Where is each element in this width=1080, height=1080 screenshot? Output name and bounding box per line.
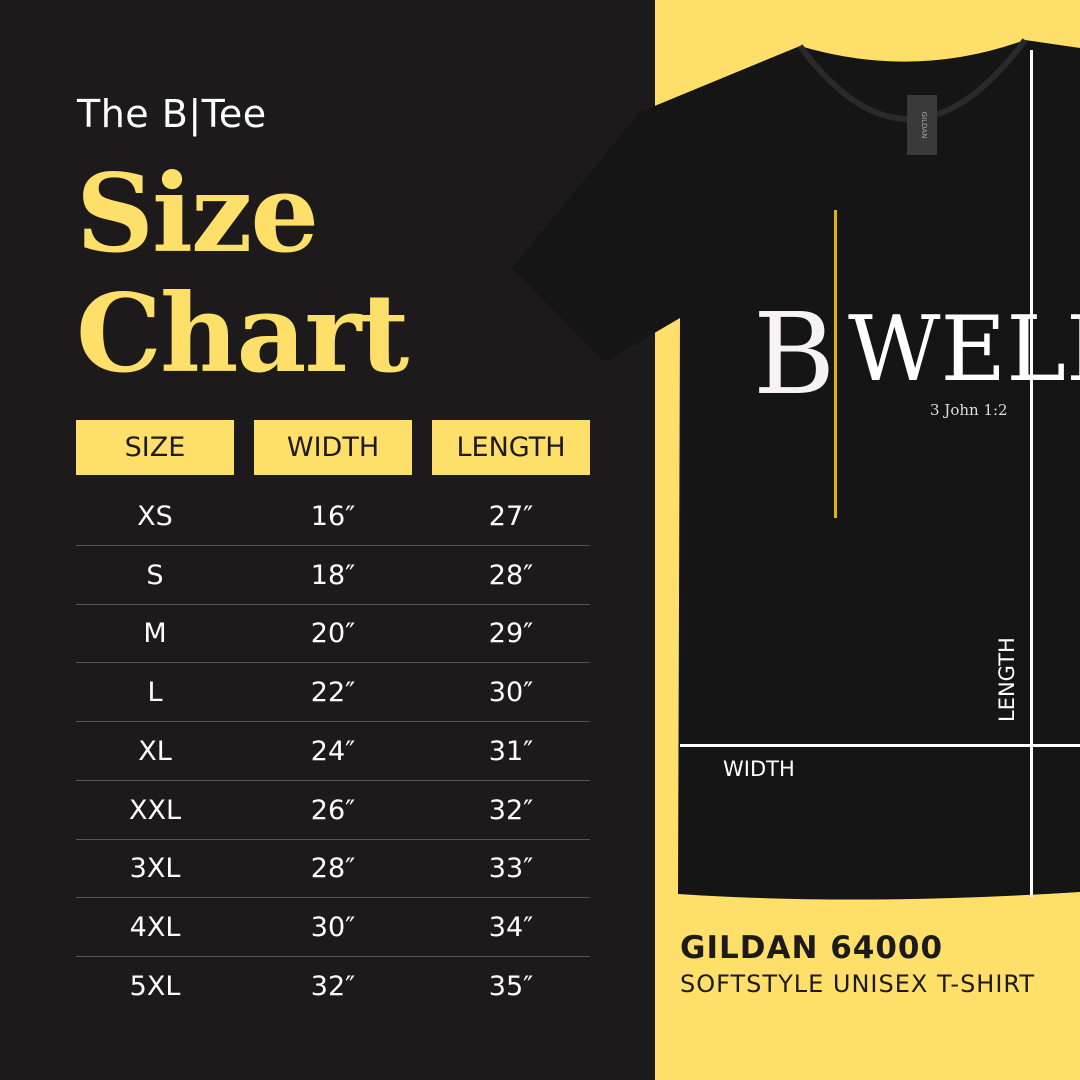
cell-length: 28″ [488, 559, 534, 591]
brand-name: The B|Tee [77, 92, 267, 136]
neck-tag-text: GILDAN [920, 112, 928, 139]
print-verse: 3 John 1:2 [930, 401, 1008, 419]
cell-length: 29″ [488, 618, 534, 650]
cell-length: 34″ [488, 911, 534, 943]
cell-length: 32″ [488, 794, 534, 826]
cell-width: 28″ [310, 853, 356, 885]
length-line [1030, 50, 1033, 897]
cell-width: 32″ [310, 971, 356, 1003]
cell-size: XS [137, 501, 173, 532]
table-row: XL 24″ 31″ [76, 723, 590, 781]
cell-size: XXL [128, 794, 182, 826]
table-row: XXL 26″ 32″ [76, 782, 590, 840]
cell-size: M [143, 618, 167, 650]
title-line-1: Size [76, 151, 319, 277]
product-description: SOFTSTYLE UNISEX T-SHIRT [680, 970, 1036, 998]
table-row: 4XL 30″ 34″ [76, 899, 590, 957]
title-line-2: Chart [76, 271, 409, 397]
cell-length: 27″ [488, 501, 534, 532]
width-line [680, 744, 1080, 747]
print-word: WELL [848, 297, 1080, 402]
neck-tag [907, 95, 937, 155]
cell-size: 3XL [129, 853, 181, 885]
table-row: 5XL 32″ 35″ [76, 958, 590, 1016]
header-length: LENGTH [432, 420, 590, 475]
cell-length: 30″ [488, 677, 534, 709]
header-width: WIDTH [254, 420, 412, 475]
header-size: SIZE [76, 420, 234, 475]
cell-size: 4XL [129, 911, 181, 943]
table-row: L 22″ 30″ [76, 664, 590, 723]
cell-length: 31″ [488, 735, 534, 767]
cell-size: S [146, 559, 164, 591]
product-model: GILDAN 64000 [680, 930, 944, 966]
print-bar [834, 210, 837, 518]
cell-size: XL [138, 735, 172, 767]
cell-width: 26″ [310, 794, 356, 826]
width-label: WIDTH [723, 757, 795, 781]
table-row: S 18″ 28″ [76, 547, 590, 605]
length-label: LENGTH [995, 637, 1019, 722]
cell-size: 5XL [129, 971, 181, 1003]
cell-length: 33″ [488, 853, 534, 885]
cell-width: 16″ [310, 501, 356, 532]
left-panel: The B|Tee Size Chart SIZE WIDTH LENGTH X… [76, 92, 590, 1016]
cell-width: 22″ [310, 677, 356, 709]
cell-width: 24″ [310, 735, 356, 767]
cell-width: 18″ [310, 559, 356, 591]
print-b: B [753, 290, 835, 420]
table-row: XS 16″ 27″ [76, 488, 590, 546]
table-row: M 20″ 29″ [76, 605, 590, 664]
cell-width: 20″ [310, 618, 356, 650]
cell-length: 35″ [488, 971, 534, 1003]
cell-width: 30″ [310, 911, 356, 943]
tshirt-body [512, 40, 1080, 900]
cell-size: L [147, 677, 163, 709]
table-row: 3XL 28″ 33″ [76, 840, 590, 899]
